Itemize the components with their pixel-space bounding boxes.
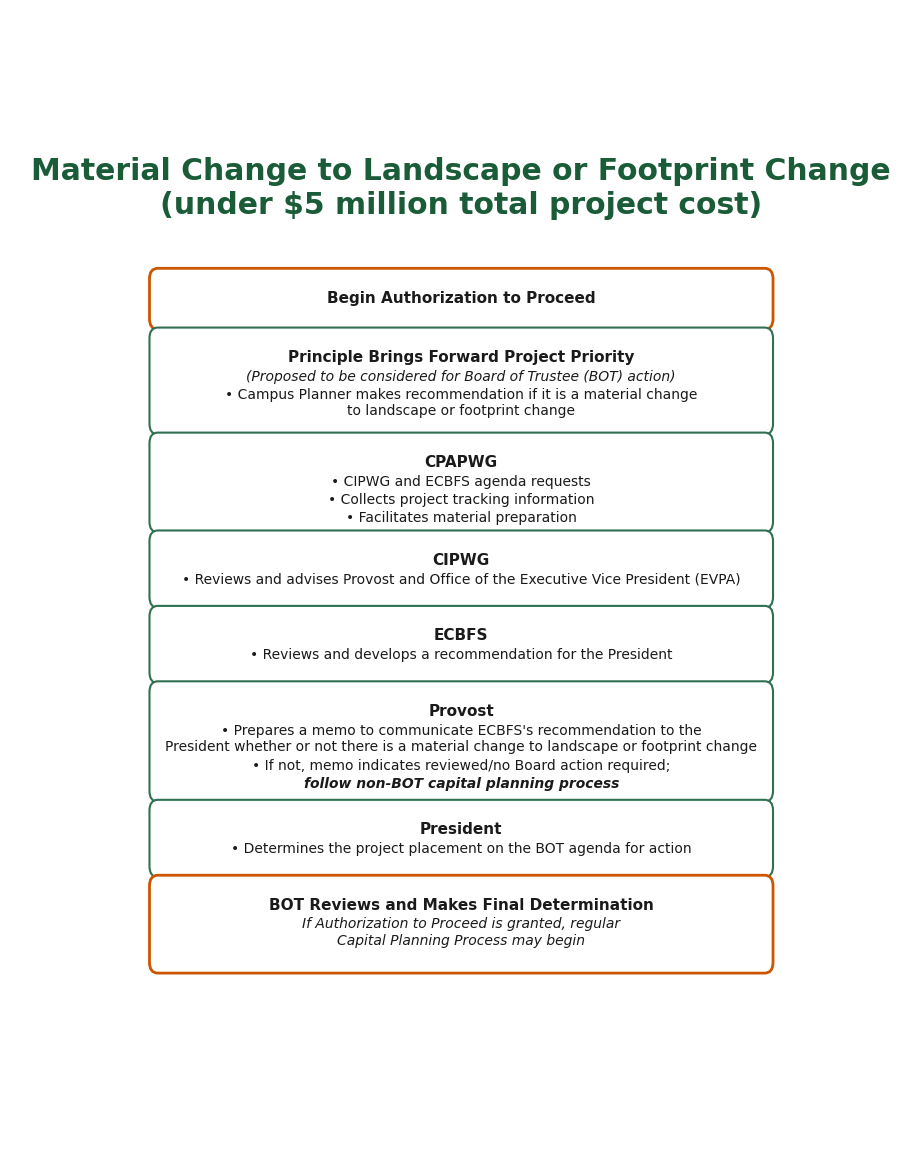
Text: • Reviews and advises Provost and Office of the Executive Vice President (EVPA): • Reviews and advises Provost and Office…	[182, 573, 741, 586]
Text: CIPWG: CIPWG	[433, 553, 490, 568]
FancyBboxPatch shape	[149, 606, 773, 683]
Text: Material Change to Landscape or Footprint Change: Material Change to Landscape or Footprin…	[32, 157, 891, 185]
Text: Principle Brings Forward Project Priority: Principle Brings Forward Project Priorit…	[288, 350, 634, 365]
FancyBboxPatch shape	[149, 876, 773, 974]
Text: • Determines the project placement on the BOT agenda for action: • Determines the project placement on th…	[231, 842, 691, 856]
Text: Begin Authorization to Proceed: Begin Authorization to Proceed	[327, 290, 596, 305]
Text: • Collects project tracking information: • Collects project tracking information	[328, 493, 595, 507]
FancyBboxPatch shape	[149, 531, 773, 607]
Text: Provost: Provost	[428, 704, 494, 718]
FancyBboxPatch shape	[149, 433, 773, 532]
FancyBboxPatch shape	[149, 328, 773, 435]
Text: ECBFS: ECBFS	[434, 628, 489, 644]
Text: follow non-BOT capital planning process: follow non-BOT capital planning process	[303, 778, 619, 792]
Text: BOT Reviews and Makes Final Determination: BOT Reviews and Makes Final Determinatio…	[269, 898, 653, 913]
Text: • CIPWG and ECBFS agenda requests: • CIPWG and ECBFS agenda requests	[331, 475, 591, 489]
Text: (under $5 million total project cost): (under $5 million total project cost)	[160, 191, 762, 220]
FancyBboxPatch shape	[149, 268, 773, 329]
FancyBboxPatch shape	[149, 800, 773, 877]
Text: If Authorization to Proceed is granted, regular
Capital Planning Process may beg: If Authorization to Proceed is granted, …	[302, 918, 620, 948]
Text: President: President	[420, 822, 502, 837]
Text: • Prepares a memo to communicate ECBFS's recommendation to the
President whether: • Prepares a memo to communicate ECBFS's…	[166, 723, 757, 753]
Text: • Campus Planner makes recommendation if it is a material change
to landscape or: • Campus Planner makes recommendation if…	[225, 388, 698, 417]
Text: (Proposed to be considered for Board of Trustee (BOT) action): (Proposed to be considered for Board of …	[247, 370, 676, 384]
Text: • Facilitates material preparation: • Facilitates material preparation	[346, 511, 577, 525]
Text: CPAPWG: CPAPWG	[425, 455, 498, 470]
Text: • If not, memo indicates reviewed/no Board action required;: • If not, memo indicates reviewed/no Boa…	[252, 759, 670, 773]
FancyBboxPatch shape	[149, 681, 773, 801]
Text: • Reviews and develops a recommendation for the President: • Reviews and develops a recommendation …	[250, 648, 672, 662]
